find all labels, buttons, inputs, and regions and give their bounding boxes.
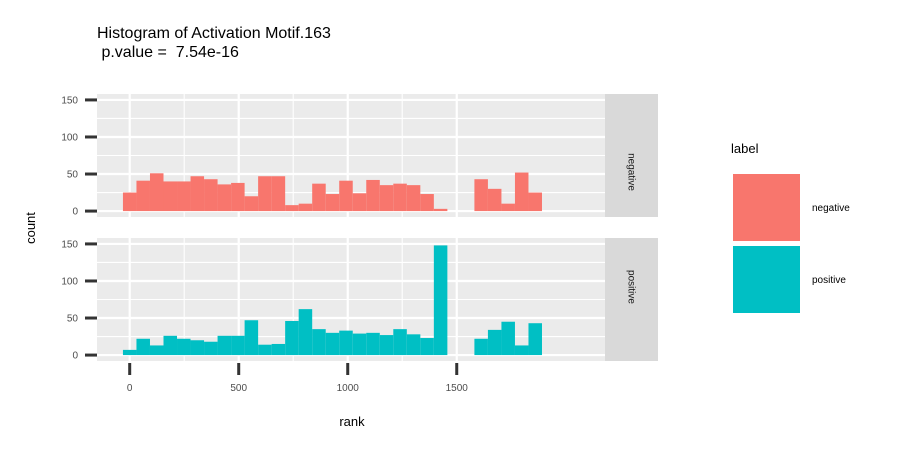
- facet-strip: [605, 94, 658, 217]
- histogram-bar: [163, 335, 178, 356]
- y-tick-label: 100: [61, 132, 78, 143]
- histogram-bar: [285, 205, 299, 212]
- histogram-bar: [136, 180, 150, 212]
- histogram-bar: [433, 245, 448, 356]
- histogram-bar: [379, 335, 394, 356]
- chart-title: Histogram of Activation Motif.163: [97, 25, 331, 42]
- histogram-bar: [244, 196, 259, 212]
- histogram-bar: [177, 338, 191, 356]
- legend-key-negative: [733, 174, 800, 241]
- histogram-bar: [258, 344, 272, 356]
- chart-subtitle: p.value = 7.54e-16: [97, 44, 239, 61]
- y-tick-label: 50: [67, 314, 79, 325]
- histogram-bar: [298, 203, 313, 212]
- facet-strip-label: positive: [626, 270, 637, 304]
- histogram-bar: [379, 185, 394, 212]
- histogram-bar: [325, 194, 340, 212]
- y-tick-label: 150: [61, 95, 78, 106]
- facet-panels: 0 50 100 150 negative 0 50 100 150 positive 0 500 10…: [61, 94, 658, 394]
- histogram-bar: [122, 192, 137, 212]
- x-tick-label: 500: [230, 383, 247, 394]
- histogram-bar: [514, 345, 529, 356]
- histogram-bar: [352, 193, 367, 212]
- histogram-bar: [339, 180, 353, 212]
- histogram-bar: [190, 176, 205, 212]
- histogram-bar: [487, 329, 502, 356]
- histogram-bar: [271, 176, 286, 212]
- facet-panel-positive: 0 50 100 150 positive: [61, 238, 658, 362]
- histogram-bar: [366, 332, 380, 356]
- histogram-bar: [258, 176, 272, 212]
- histogram-bar: [231, 335, 245, 356]
- histogram-bar: [433, 208, 448, 212]
- x-axis-title: rank: [339, 414, 365, 429]
- y-tick-label: 0: [72, 207, 78, 218]
- histogram-bar: [122, 349, 137, 356]
- histogram-bar: [393, 329, 407, 356]
- legend-label-positive: positive: [812, 275, 846, 286]
- histogram-bar: [149, 173, 164, 212]
- histogram-bar: [420, 194, 434, 212]
- histogram-bar: [474, 179, 488, 212]
- legend-key-positive: [733, 246, 800, 313]
- facet-strip-label: negative: [626, 153, 637, 191]
- histogram-bar: [163, 181, 178, 212]
- y-tick-label: 50: [67, 170, 79, 181]
- histogram-bar: [136, 338, 150, 356]
- x-tick-label: 1500: [446, 383, 469, 394]
- facet-strip: [605, 238, 658, 361]
- histogram-bar: [298, 309, 313, 356]
- histogram-bar: [231, 182, 245, 212]
- y-tick-label: 0: [72, 351, 78, 362]
- legend: label negative positive: [731, 141, 850, 313]
- histogram-bar: [339, 330, 353, 356]
- histogram-bar: [217, 335, 232, 356]
- histogram-bar: [177, 181, 191, 212]
- histogram-bar: [366, 179, 380, 212]
- histogram-bar: [217, 184, 232, 212]
- y-axis-title: count: [23, 212, 38, 244]
- histogram-bar: [190, 340, 205, 356]
- histogram-bar: [271, 343, 286, 356]
- histogram-bar: [204, 179, 218, 212]
- histogram-bar: [149, 345, 164, 356]
- y-tick-label: 100: [61, 276, 78, 287]
- facet-panel-negative: 0 50 100 150 negative: [61, 94, 658, 218]
- histogram-bar: [244, 320, 259, 356]
- histogram-bar: [501, 203, 515, 212]
- histogram-bar: [352, 333, 367, 356]
- histogram-bar: [285, 320, 299, 356]
- histogram-bar: [312, 183, 326, 212]
- histogram-bar: [325, 332, 340, 356]
- histogram-bar: [528, 192, 542, 212]
- x-tick-label: 1000: [337, 383, 360, 394]
- histogram-bar: [528, 323, 542, 356]
- histogram-bar: [312, 329, 326, 356]
- histogram-bar: [406, 334, 421, 356]
- histogram-bar: [420, 338, 434, 356]
- legend-title: label: [731, 141, 759, 156]
- histogram-bar: [501, 321, 515, 356]
- histogram-bar: [393, 183, 407, 212]
- legend-label-negative: negative: [812, 203, 850, 214]
- y-tick-label: 150: [61, 239, 78, 250]
- histogram-bar: [204, 341, 218, 356]
- x-tick-label: 0: [127, 383, 133, 394]
- histogram-bar: [406, 185, 421, 212]
- histogram-bar: [474, 338, 488, 356]
- x-axis: 0 500 1000 1500: [127, 363, 468, 394]
- histogram-bar: [487, 188, 502, 212]
- histogram-bar: [514, 172, 529, 212]
